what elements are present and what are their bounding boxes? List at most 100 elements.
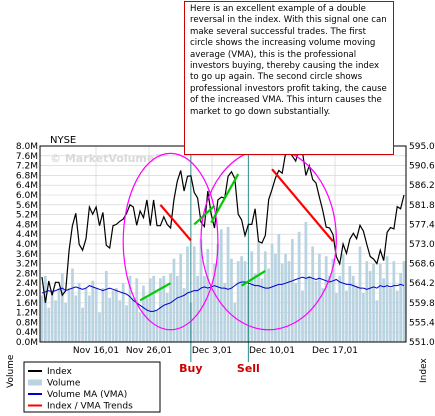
volume-bar [263,251,267,342]
right-tick-label: 568.6 [409,260,435,270]
volume-bar [67,288,71,342]
volume-bar [301,290,304,342]
right-tick-label: 577.4 [409,220,435,230]
volume-bar [209,288,213,342]
volume-bar [291,239,294,342]
volume-bar [378,263,382,342]
volume-bar [324,256,328,342]
volume-bar [257,241,260,342]
volume-bar [385,256,389,342]
volume-bar [115,288,118,342]
volume-bar [125,305,128,342]
x-tick-label: Dec 3,01 [192,346,232,356]
volume-bar [182,288,186,342]
left-tick-label: 5.6M [16,201,38,211]
volume-bar [253,273,257,342]
volume-bar [131,297,135,342]
volume-bar [223,283,227,342]
volume-bars [40,221,406,342]
left-tick-label: 0.0M [16,338,38,348]
right-tick-label: 551.0 [409,338,435,348]
volume-bar [47,307,51,342]
volume-bar [372,263,375,342]
legend-label: Volume MA (VMA) [47,390,127,400]
volume-bar [148,278,152,342]
volume-bar [60,273,64,342]
annotation-box: Here is an excellent example of a double… [184,1,394,155]
volume-bar [118,300,122,342]
volume-bar [165,293,169,342]
left-tick-label: 7.2M [16,162,38,172]
volume-bar [111,290,115,342]
left-tick-label: 6.0M [16,191,38,201]
volume-bar [260,278,264,342]
volume-bar [152,275,155,342]
volume-bar [226,226,230,342]
volume-bar [169,273,172,342]
right-tick-label: 586.2 [409,181,435,191]
volume-bar [334,293,338,342]
volume-bar [392,261,396,342]
right-tick-label: 555.4 [409,318,435,328]
volume-bar [280,263,284,342]
series-lines [41,146,405,312]
volume-bar [230,258,233,342]
left-tick-label: 7.6M [16,152,38,162]
volume-bar [348,266,352,342]
volume-bar [318,253,321,342]
volume-bar [331,258,335,342]
volume-bar [219,229,223,342]
volume-bar [341,253,345,342]
left-axis-ticks: 0.0M0.4M0.8M1.2M1.6M2.0M2.4M2.8M3.2M3.6M… [16,142,38,348]
volume-bar [362,293,365,342]
x-tick-label: Nov 26,01 [126,346,172,356]
volume-bar [270,244,274,342]
volume-bar [54,300,57,342]
volume-bar [351,275,355,342]
volume-bar [287,261,291,342]
volume-bar [81,307,84,342]
x-tick-label: Dec 10,01 [249,346,295,356]
volume-bar [50,290,54,342]
volume-bar [128,275,132,342]
right-tick-label: 559.8 [409,299,435,309]
volume-bar [389,288,392,342]
x-axis-ticks: Nov 16,01 Nov 26,01 Dec 3,01 Dec 10,01 Dec 1… [73,346,358,356]
right-tick-label: 581.8 [409,201,435,211]
left-tick-label: 8.0M [16,142,38,152]
volume-bar [267,268,271,342]
volume-bar [121,283,125,342]
vma-line [41,276,405,312]
volume-bar [365,261,369,342]
volume-bar [314,280,318,342]
trend-line [271,168,334,243]
volume-bar [84,288,88,342]
volume-bar [213,263,216,342]
volume-bar [321,288,325,342]
gridlines [40,145,406,343]
volume-bar [138,312,142,342]
volume-bar [368,270,372,342]
legend-box [23,361,161,413]
volume-bar [304,221,308,342]
volume-bar [77,283,81,342]
left-tick-label: 4.8M [16,220,38,230]
volume-bar [311,246,315,342]
volume-bar [192,246,196,342]
volume-bar [44,275,47,342]
index-line [41,146,405,303]
volume-bar [179,253,183,342]
volume-bar [277,234,281,342]
volume-bar [345,290,348,342]
legend-label: Volume [47,379,81,389]
volume-bar [382,278,386,342]
volume-bar [243,261,247,342]
volume-bar [240,256,243,342]
trend-line [139,282,172,302]
volume-bar [64,302,68,342]
left-tick-label: 0.8M [16,318,38,328]
volume-bar [71,268,74,342]
chart-title: NYSE [50,135,76,146]
volume-bar [57,288,61,342]
